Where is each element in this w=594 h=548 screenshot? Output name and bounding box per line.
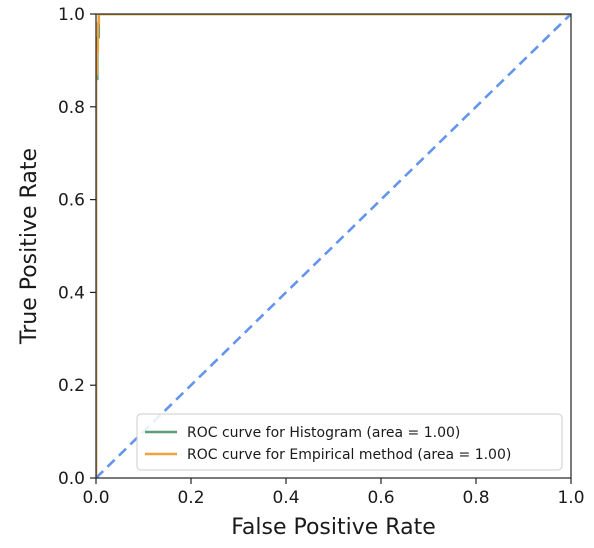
y-tick-label: 1.0 [58, 5, 85, 25]
chance-diagonal-line [96, 14, 571, 478]
axis-ticks: 0.0 0.2 0.4 0.6 0.8 1.0 0.0 0.2 0.4 0.6 0.8 1.0 [58, 5, 585, 508]
x-tick-label: 1.0 [557, 488, 584, 508]
y-tick-label: 0.4 [58, 283, 85, 303]
legend-entry-label: ROC curve for Histogram (area = 1.00) [187, 425, 460, 441]
x-tick-label: 0.0 [82, 488, 109, 508]
y-axis-label: True Positive Rate [17, 148, 42, 345]
x-tick-label: 0.2 [177, 488, 204, 508]
plot-area [96, 14, 571, 478]
legend-box [136, 413, 563, 471]
legend-entry-label: ROC curve for Empirical method (area = 1… [187, 447, 511, 463]
legend: ROC curve for Histogram (area = 1.00) ROC… [136, 413, 563, 471]
y-tick-label: 0.8 [58, 98, 85, 118]
y-tick-label: 0.0 [58, 469, 85, 489]
x-axis-label: False Positive Rate [231, 515, 435, 540]
y-tick-label: 0.6 [58, 191, 85, 211]
y-tick-label: 0.2 [58, 376, 85, 396]
x-tick-label: 0.6 [367, 488, 394, 508]
axes-frame [95, 13, 572, 479]
x-tick-label: 0.4 [272, 488, 299, 508]
x-tick-label: 0.8 [462, 488, 489, 508]
